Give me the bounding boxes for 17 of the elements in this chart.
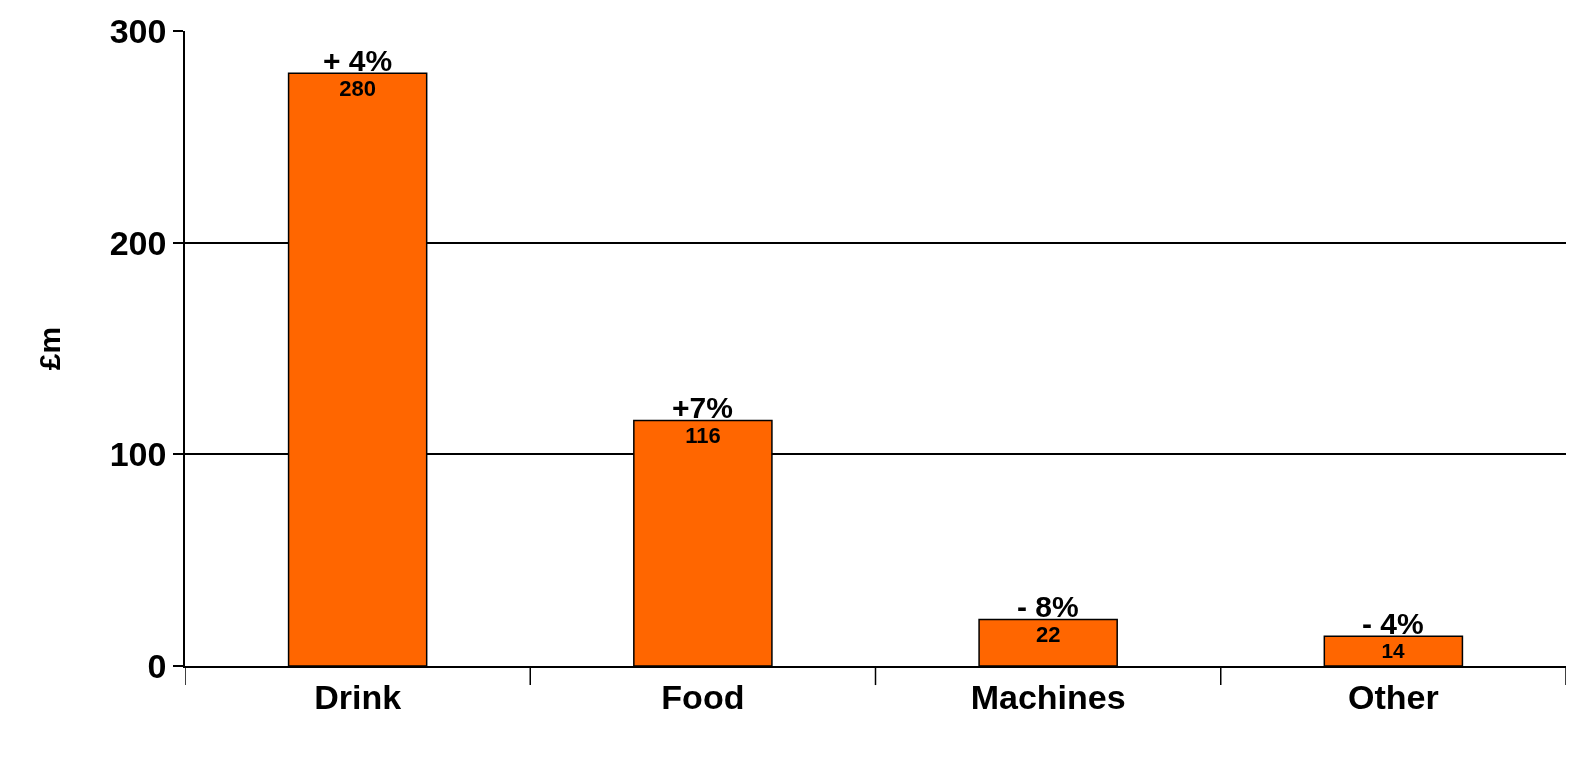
data-label: 22	[1035, 622, 1061, 648]
annotation: +7%	[672, 391, 733, 424]
data-label: 116	[685, 423, 721, 449]
y-tick-label: 200	[109, 223, 167, 262]
y-tick-label: 100	[109, 435, 167, 474]
x-tick-label: Drink	[314, 677, 402, 716]
x-tick-label: Machines	[970, 677, 1126, 716]
x-tick-label: Food	[661, 677, 745, 716]
data-label: 14	[1381, 639, 1406, 663]
annotation: - 4%	[1362, 607, 1424, 640]
x-tick-label: Other	[1348, 677, 1439, 716]
annotation: - 8%	[1017, 590, 1079, 623]
annotation: + 4%	[323, 44, 393, 77]
y-tick-label: 0	[147, 646, 167, 685]
y-tick-label: 300	[109, 11, 167, 50]
y-axis-title: £m	[33, 326, 67, 371]
data-label: 280	[339, 76, 376, 102]
